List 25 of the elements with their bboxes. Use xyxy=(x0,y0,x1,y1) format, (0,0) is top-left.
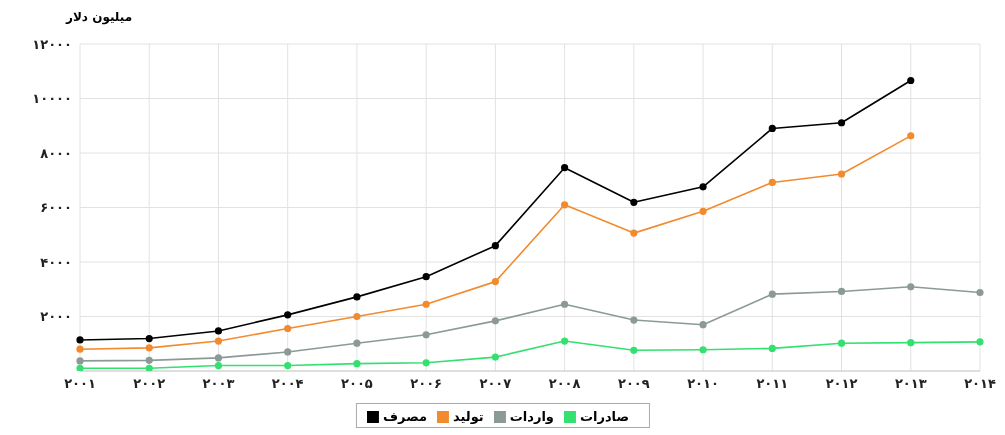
legend-label: مصرف xyxy=(382,409,427,424)
x-tick-label: ۲۰۰۲ xyxy=(133,376,166,392)
y-axis-title: میلیون دلار xyxy=(66,10,133,24)
x-tick-label: ۲۰۰۹ xyxy=(617,376,650,392)
x-tick-label: ۲۰۰۸ xyxy=(548,376,581,392)
y-tick-label: ۱۰۰۰۰ xyxy=(32,91,72,107)
y-tick-label: ۱۲۰۰۰ xyxy=(32,36,72,52)
x-tick-label: ۲۰۱۰ xyxy=(687,376,719,392)
x-tick-label: ۲۰۰۶ xyxy=(410,376,443,392)
x-tick-label: ۲۰۰۷ xyxy=(479,376,512,392)
x-tick-label: ۲۰۰۵ xyxy=(341,376,373,392)
y-tick-label: ۴۰۰۰ xyxy=(40,254,72,270)
y-tick-label: ۲۰۰۰ xyxy=(40,309,72,325)
legend-label: واردات xyxy=(509,409,554,424)
x-tick-label: ۲۰۰۳ xyxy=(202,376,235,392)
legend-label: صادرات xyxy=(579,409,630,424)
x-tick-label: ۲۰۰۴ xyxy=(271,376,304,392)
x-tick-label: ۲۰۰۱ xyxy=(64,376,96,392)
x-tick-label: ۲۰۱۲ xyxy=(825,376,858,392)
legend-label: تولید xyxy=(452,409,484,424)
x-tick-label: ۲۰۱۳ xyxy=(894,376,927,392)
x-tick-label: ۲۰۱۱ xyxy=(756,376,789,392)
y-tick-label: ۸۰۰۰ xyxy=(40,145,72,161)
y-tick-label: ۶۰۰۰ xyxy=(40,200,72,216)
x-tick-label: ۲۰۱۴ xyxy=(964,376,996,392)
